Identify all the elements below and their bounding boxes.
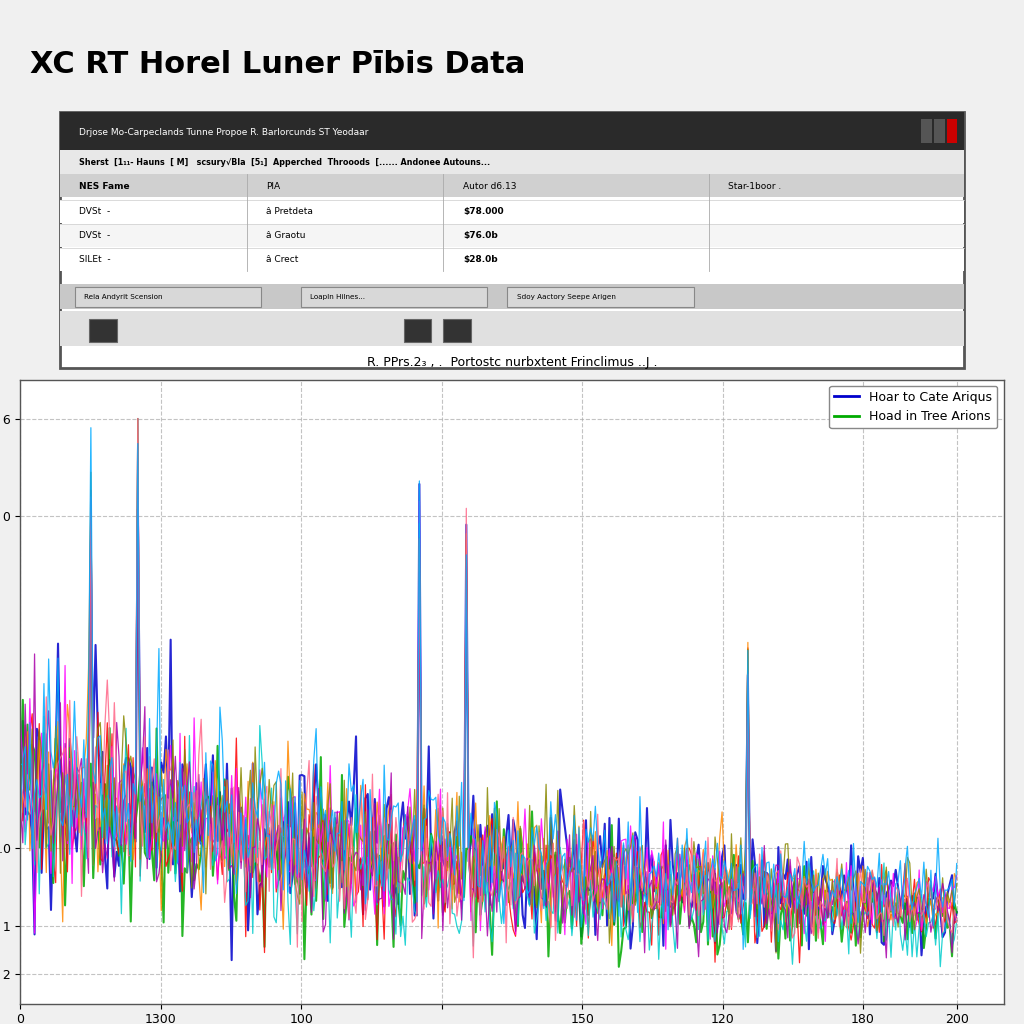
Text: $28.0b: $28.0b bbox=[463, 255, 498, 264]
Bar bbox=[301, 287, 487, 307]
Text: DVSt  -: DVSt - bbox=[80, 231, 111, 240]
Bar bbox=[59, 285, 965, 308]
Bar bbox=[507, 287, 694, 307]
Text: PIA: PIA bbox=[266, 182, 281, 190]
Text: Sdoy Aactory Seepe Arigen: Sdoy Aactory Seepe Arigen bbox=[517, 294, 615, 300]
Text: â Crect: â Crect bbox=[266, 255, 299, 264]
Bar bbox=[443, 319, 471, 342]
Text: Rela Andyrit Scension: Rela Andyrit Scension bbox=[84, 294, 163, 300]
Bar bbox=[59, 113, 965, 151]
Text: DVSt  -: DVSt - bbox=[80, 207, 111, 216]
Bar bbox=[921, 119, 932, 143]
Bar bbox=[59, 248, 965, 271]
Bar bbox=[59, 311, 965, 346]
Text: $76.0b: $76.0b bbox=[463, 231, 498, 240]
Text: Star-1boor .: Star-1boor . bbox=[728, 182, 781, 190]
Text: Sherst  [1₁₁- Hauns  [ M]   scsury√Bla  [5₁]  Apperched  Throoods  [...... Andon: Sherst [1₁₁- Hauns [ M] scsury√Bla [5₁] … bbox=[80, 158, 490, 167]
Bar bbox=[403, 319, 431, 342]
Text: Autor d6.13: Autor d6.13 bbox=[463, 182, 516, 190]
Text: â Pretdeta: â Pretdeta bbox=[266, 207, 313, 216]
Bar bbox=[75, 287, 261, 307]
Bar bbox=[59, 224, 965, 247]
Text: R. PPrs.2₃ , .  Portostc nurbxtent Frinclimus ..J .: R. PPrs.2₃ , . Portostc nurbxtent Frincl… bbox=[367, 356, 657, 369]
Bar bbox=[59, 151, 965, 174]
Text: Loapln Hilnes...: Loapln Hilnes... bbox=[310, 294, 366, 300]
Text: NES Fame: NES Fame bbox=[80, 182, 130, 190]
Text: SILEt  -: SILEt - bbox=[80, 255, 111, 264]
Text: $78.000: $78.000 bbox=[463, 207, 504, 216]
Text: XC RT Horel Luner Pībis Data: XC RT Horel Luner Pībis Data bbox=[31, 50, 525, 79]
Bar bbox=[946, 119, 957, 143]
Bar bbox=[59, 200, 965, 222]
Bar bbox=[934, 119, 944, 143]
Bar bbox=[59, 174, 965, 197]
Legend: Hoar to Cate Ariqus, Hoad in Tree Arions: Hoar to Cate Ariqus, Hoad in Tree Arions bbox=[829, 386, 997, 428]
Text: Drjose Mo-Carpeclands Tunne Propoe R. Barlorcunds ST Yeodaar: Drjose Mo-Carpeclands Tunne Propoe R. Ba… bbox=[80, 128, 369, 137]
Text: â Graotu: â Graotu bbox=[266, 231, 306, 240]
Bar bbox=[89, 319, 117, 342]
